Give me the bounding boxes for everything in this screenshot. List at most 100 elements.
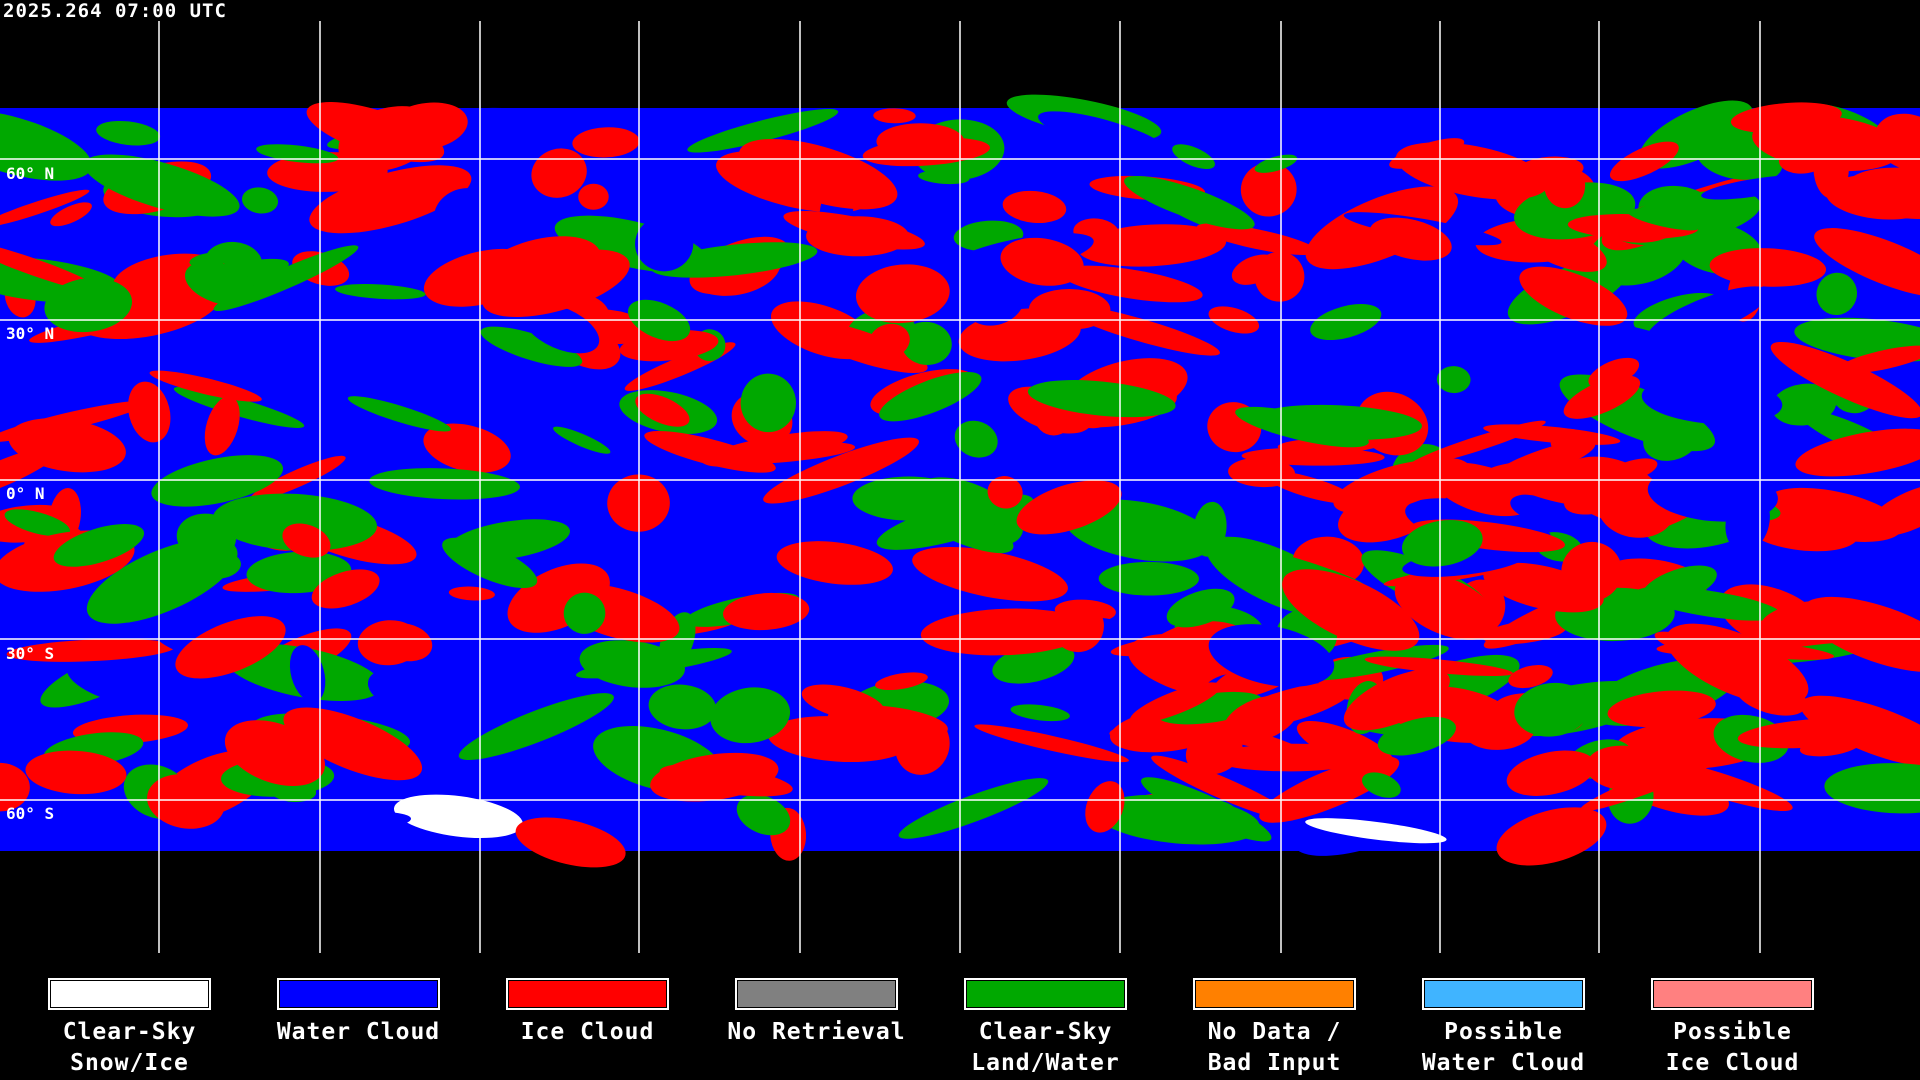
cloud-phase-patch <box>1364 656 1513 677</box>
cloud-phase-patch <box>1586 745 1663 791</box>
legend-item-no-retrieval: No Retrieval <box>702 978 931 1048</box>
cloud-phase-patch <box>311 569 380 609</box>
cloud-phase-patch <box>0 189 90 228</box>
cloud-phase-patch <box>963 274 1025 326</box>
cloud-phase-patch <box>868 323 910 359</box>
cloud-phase-patch <box>1343 669 1450 731</box>
cloud-phase-patch <box>1259 756 1400 823</box>
cloud-phase-patch <box>1489 440 1596 484</box>
cloud-phase-patch <box>1198 800 1244 836</box>
cloud-phase-patch <box>738 138 898 210</box>
cloud-phase-patch <box>149 370 262 402</box>
cloud-phase-patch <box>367 669 416 705</box>
cloud-phase-patch <box>740 373 796 433</box>
legend-label: Clear-Sky Snow/Ice <box>15 1017 244 1079</box>
cloud-phase-patch <box>302 811 412 833</box>
cloud-phase-patch <box>1379 355 1411 371</box>
cloud-phase-patch <box>1802 596 1920 673</box>
cloud-phase-patch <box>1038 111 1170 158</box>
cloud-phase-patch <box>1609 141 1679 182</box>
cloud-phase-patch <box>1800 695 1920 768</box>
cloud-phase-patch <box>1098 561 1200 596</box>
cloud-phase-patch <box>147 774 225 829</box>
cloud-phase-patch <box>1151 755 1295 821</box>
cloud-phase-patch <box>563 592 606 634</box>
cloud-phase-patch <box>1709 248 1827 287</box>
cloud-phase-patch <box>1814 228 1920 298</box>
cloud-phase-patch <box>25 750 127 795</box>
cloud-phase-patch <box>1701 175 1811 200</box>
legend-label-line2: Snow/Ice <box>70 1050 189 1076</box>
cloud-phase-patch <box>448 586 495 601</box>
legend-swatch <box>1422 978 1585 1010</box>
cloud-phase-patch <box>6 638 176 662</box>
cloud-phase-patch <box>578 183 609 210</box>
cloud-phase-patch <box>369 468 520 500</box>
cloud-phase-patch <box>482 249 630 318</box>
cloud-phase-patch <box>1310 304 1382 341</box>
cloud-phase-patch <box>433 633 520 659</box>
cloud-phase-patch <box>1845 167 1920 220</box>
cloud-phase-patch <box>898 778 1049 839</box>
legend-swatch <box>1651 978 1814 1010</box>
cloud-phase-patch <box>1588 357 1640 389</box>
legend-label-line1: No Data / <box>1207 1019 1342 1045</box>
cloud-phase-patch <box>736 794 791 836</box>
cloud-phase-patch <box>1408 420 1546 468</box>
lat-label-60s: 60° S <box>6 804 55 823</box>
cloud-phase-patch <box>801 684 886 721</box>
cloud-phase-patch <box>1211 743 1373 772</box>
cloud-phase-patch <box>1837 345 1920 374</box>
cloud-phase-patch <box>1240 162 1297 217</box>
cloud-phase-patch <box>1607 458 1658 483</box>
cloud-phase-patch <box>1369 217 1452 261</box>
cloud-phase-patch <box>1340 324 1394 379</box>
cloud-phase-patch <box>4 509 71 537</box>
cloud-phase-patch <box>0 700 22 751</box>
cloud-phase-patch <box>648 684 717 730</box>
legend-label-line1: Water Cloud <box>276 1019 441 1045</box>
cloud-phase-patch <box>912 546 1068 602</box>
cloud-phase-patch <box>44 277 133 333</box>
timestamp-title: 2025.264 07:00 UTC <box>3 0 227 22</box>
legend-item-clear-sky-land-water: Clear-Sky Land/Water <box>931 978 1160 1079</box>
cloud-phase-patch <box>289 645 326 703</box>
cloud-phase-patch <box>1647 286 1770 344</box>
cloud-phase-patch <box>335 284 426 300</box>
cloud-phase-patch <box>426 732 546 785</box>
cloud-phase-patch <box>1770 341 1920 419</box>
cloud-phase-patch <box>50 202 92 227</box>
cloud-phase-patch <box>1641 376 1783 425</box>
cloud-phase-patch <box>1361 772 1401 798</box>
legend-swatch <box>506 978 669 1010</box>
cloud-phase-patch <box>446 519 570 562</box>
cloud-phase-map <box>0 21 1920 953</box>
cloud-phase-patch <box>1508 665 1553 689</box>
legend-label: Possible Water Cloud <box>1389 1017 1618 1079</box>
cloud-phase-patch <box>723 592 810 631</box>
legend-label: No Data / Bad Input <box>1160 1017 1389 1079</box>
cloud-phase-patch <box>1124 175 1255 230</box>
cloud-phase-patch <box>1635 586 1782 621</box>
cloud-phase-patch <box>128 381 171 443</box>
cloud-phase-patch <box>1016 480 1122 535</box>
cloud-phase-patch <box>553 426 611 454</box>
cloud-phase-patch <box>282 523 331 558</box>
cloud-phase-patch <box>879 371 982 422</box>
legend-swatch <box>48 978 211 1010</box>
cloud-phase-patch <box>1483 562 1604 613</box>
legend-label-line1: Possible <box>1444 1019 1563 1045</box>
cloud-phase-patch <box>1627 208 1701 231</box>
cloud-phase-patch <box>1000 237 1084 286</box>
legend-label-line1: Clear-Sky <box>62 1019 197 1045</box>
cloud-phase-patch <box>1514 682 1590 737</box>
cloud-phase-patch <box>393 794 523 839</box>
cloud-phase-patch <box>895 715 950 775</box>
cloud-phase-patch <box>635 216 694 272</box>
cloud-phase-patch <box>383 102 468 151</box>
legend-label: Clear-Sky Land/Water <box>931 1017 1160 1079</box>
cloud-phase-patch <box>1027 380 1176 418</box>
cloud-phase-patch <box>644 431 776 473</box>
cloud-phase-patch <box>1235 406 1369 448</box>
cloud-phase-patch <box>1377 716 1456 756</box>
